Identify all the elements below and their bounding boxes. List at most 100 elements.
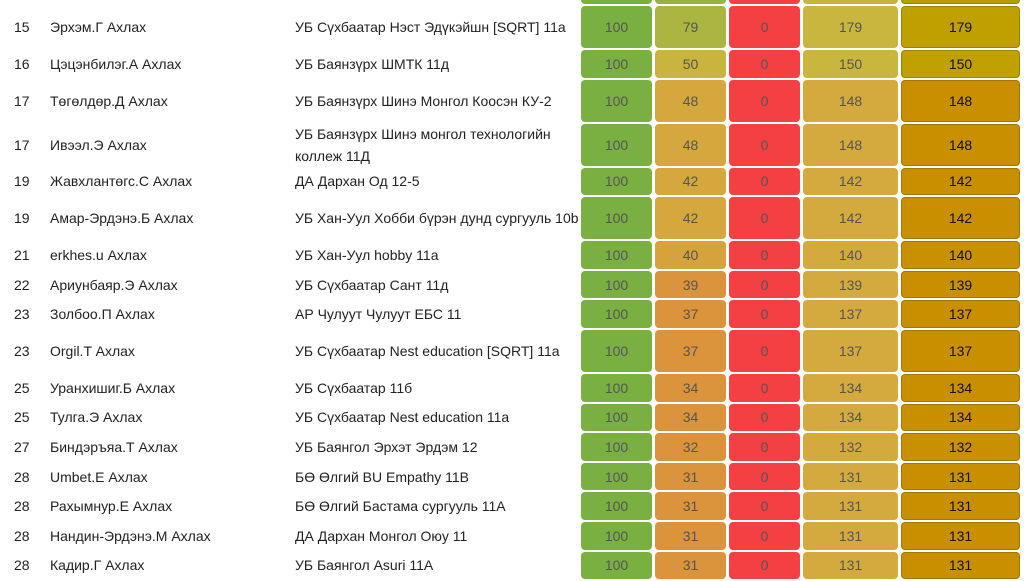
score-3-cell: 0 bbox=[729, 329, 800, 372]
score-1-cell: 100 bbox=[581, 270, 652, 299]
rank-cell: 25 bbox=[14, 409, 30, 426]
rank-cell: 19 bbox=[14, 173, 30, 190]
total-cell: 131 bbox=[803, 462, 898, 491]
final-score-cell: 179 bbox=[901, 6, 1020, 48]
table-row: 21 erkhes.u Ахлах УБ Хан-Уул hobby 11а 100 4… bbox=[0, 241, 1024, 269]
score-3-cell: 0 bbox=[729, 241, 800, 269]
score-2-cell: 31 bbox=[655, 492, 726, 520]
score-2-cell: 40 bbox=[655, 241, 726, 269]
final-score-cell: 137 bbox=[901, 329, 1020, 372]
rank-cell: 28 bbox=[14, 468, 30, 485]
rank-cell: 16 bbox=[14, 55, 30, 72]
score-2-cell: 31 bbox=[655, 462, 726, 491]
school-cell: БӨ Өлгий Бастама сургууль 11А bbox=[295, 498, 506, 515]
score-3-cell: 0 bbox=[729, 373, 800, 402]
final-score-cell: 131 bbox=[901, 492, 1020, 520]
final-score-cell: 132 bbox=[901, 433, 1020, 461]
total-cell: 132 bbox=[803, 433, 898, 461]
name-cell bbox=[50, 0, 295, 4]
total-cell: 131 bbox=[803, 551, 898, 580]
final-score-cell: 150 bbox=[901, 50, 1020, 78]
score-1-cell: 100 bbox=[581, 462, 652, 491]
score-1-cell: 100 bbox=[581, 403, 652, 432]
name-cell: Umbet.E Ахлах bbox=[50, 468, 148, 485]
school-cell: УБ Хан-Уул hobby 11а bbox=[295, 246, 439, 263]
name-cell: Orgil.T Ахлах bbox=[50, 342, 135, 359]
total-cell: 142 bbox=[803, 197, 898, 240]
score-2-cell: 42 bbox=[655, 197, 726, 240]
final-score-cell: 137 bbox=[901, 300, 1020, 328]
rank-cell: 27 bbox=[14, 438, 30, 455]
rank-cell: 28 bbox=[14, 557, 30, 574]
school-cell: УБ Сүхбаатар Nest education 11а bbox=[295, 409, 510, 426]
rank-cell bbox=[0, 0, 50, 4]
final-score-cell: 131 bbox=[901, 521, 1020, 550]
table-row bbox=[0, 0, 1024, 4]
rank-cell: 28 bbox=[14, 527, 30, 544]
rank-cell: 21 bbox=[14, 246, 30, 263]
score-1-cell: 100 bbox=[581, 123, 652, 166]
table-row: 19 Амар-Эрдэнэ.Б Ахлах УБ Хан-Уул Хобби бү… bbox=[0, 197, 1024, 240]
total-cell bbox=[803, 0, 898, 4]
score-3-cell: 0 bbox=[729, 300, 800, 328]
school-cell: УБ Сүхбаатар Нэст Эдүкэйшн [SQRT] 11а bbox=[295, 19, 566, 35]
score-1-cell bbox=[581, 0, 652, 4]
name-cell: Рахымнур.Е Ахлах bbox=[50, 498, 173, 515]
score-2-cell bbox=[655, 0, 726, 4]
rank-cell: 23 bbox=[14, 342, 30, 359]
score-1-cell: 100 bbox=[581, 373, 652, 402]
total-cell: 137 bbox=[803, 329, 898, 372]
school-cell: УБ Баянгол Asuri 11А bbox=[295, 557, 434, 574]
rank-cell: 19 bbox=[14, 210, 30, 227]
table-row: 28 Рахымнур.Е Ахлах БӨ Өлгий Бастама сургу… bbox=[0, 492, 1024, 520]
score-2-cell: 34 bbox=[655, 403, 726, 432]
name-cell: Жавхлантөгс.С Ахлах bbox=[50, 173, 193, 190]
final-score-cell: 131 bbox=[901, 551, 1020, 580]
school-cell: ДА Дархан Монгол Оюу 11 bbox=[295, 527, 468, 544]
score-1-cell: 100 bbox=[581, 492, 652, 520]
total-cell: 142 bbox=[803, 167, 898, 196]
score-1-cell: 100 bbox=[581, 197, 652, 240]
rank-cell: 23 bbox=[14, 306, 30, 323]
name-cell: Уранхишиг.Б Ахлах bbox=[50, 379, 176, 396]
school-cell: УБ Сүхбаатар 11б bbox=[295, 379, 413, 396]
score-3-cell: 0 bbox=[729, 462, 800, 491]
school-cell: УБ Сүхбаатар Nest education [SQRT] 11а bbox=[295, 342, 560, 359]
final-score-cell: 139 bbox=[901, 270, 1020, 299]
table-row: 19 Жавхлантөгс.С Ахлах ДА Дархан Од 12-5 10… bbox=[0, 167, 1024, 196]
table-row: 16 Цэцэнбилэг.А Ахлах УБ Баянзүрх ШМТК 11д… bbox=[0, 50, 1024, 78]
rank-cell: 25 bbox=[14, 379, 30, 396]
score-1-cell: 100 bbox=[581, 551, 652, 580]
table-row: 17 Төгөлдөр.Д Ахлах УБ Баянзүрх Шинэ Монго… bbox=[0, 79, 1024, 122]
score-2-cell: 48 bbox=[655, 123, 726, 166]
school-cell: УБ Хан-Уул Хобби бүрэн дунд сургууль 10b bbox=[295, 210, 579, 227]
table-row: 22 Ариунбаяр.Э Ахлах УБ Сүхбаатар Сант 11д… bbox=[0, 270, 1024, 299]
score-1-cell: 100 bbox=[581, 300, 652, 328]
score-3-cell: 0 bbox=[729, 433, 800, 461]
total-cell: 150 bbox=[803, 50, 898, 78]
total-cell: 140 bbox=[803, 241, 898, 269]
name-cell: Төгөлдөр.Д Ахлах bbox=[50, 92, 168, 109]
table-row: 27 Биндэръяа.Т Ахлах УБ Баянгол Эрхэт Эрдэ… bbox=[0, 433, 1024, 461]
score-3-cell: 0 bbox=[729, 551, 800, 580]
school-cell bbox=[295, 0, 581, 4]
final-score-cell bbox=[901, 0, 1020, 4]
name-cell: Биндэръяа.Т Ахлах bbox=[50, 438, 178, 455]
final-score-cell: 148 bbox=[901, 79, 1020, 122]
name-cell: Кадир.Г Ахлах bbox=[50, 557, 145, 574]
school-cell: УБ Баянзүрх Шинэ Монгол Коосэн КУ-2 bbox=[295, 92, 552, 109]
name-cell: erkhes.u Ахлах bbox=[50, 246, 147, 263]
table-row: 25 Тулга.Э Ахлах УБ Сүхбаатар Nest educati… bbox=[0, 403, 1024, 432]
score-2-cell: 34 bbox=[655, 373, 726, 402]
score-2-cell: 48 bbox=[655, 79, 726, 122]
name-cell: Эрхэм.Г Ахлах bbox=[50, 19, 147, 35]
score-3-cell: 0 bbox=[729, 492, 800, 520]
school-cell: УБ Сүхбаатар Сант 11д bbox=[295, 276, 449, 293]
score-3-cell: 0 bbox=[729, 167, 800, 196]
score-2-cell: 42 bbox=[655, 167, 726, 196]
score-2-cell: 31 bbox=[655, 551, 726, 580]
name-cell: Нандин-Эрдэнэ.М Ахлах bbox=[50, 527, 211, 544]
name-cell: Ивээл.Э Ахлах bbox=[50, 136, 147, 153]
final-score-cell: 142 bbox=[901, 167, 1020, 196]
